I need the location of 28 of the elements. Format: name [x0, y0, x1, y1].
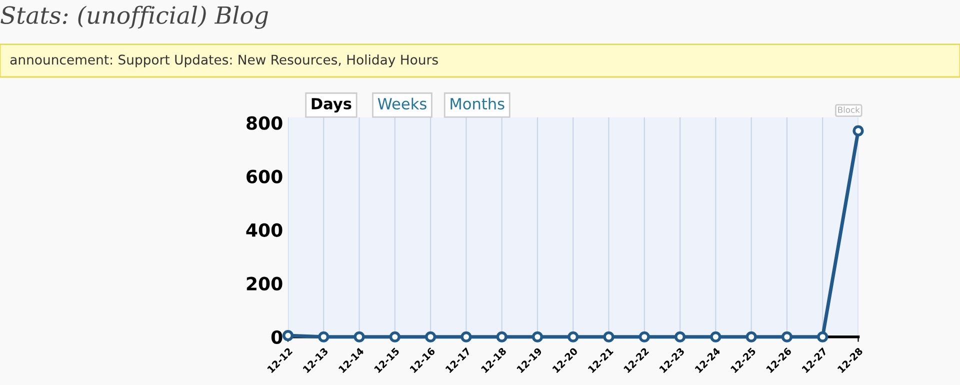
- text: Block: [838, 106, 860, 113]
- point: [817, 331, 828, 342]
- point: [603, 331, 614, 342]
- y-tick-label: 200: [246, 276, 282, 290]
- point: [746, 331, 757, 342]
- y-tick-label: 400: [246, 223, 282, 237]
- point: [389, 331, 400, 342]
- point: [354, 331, 365, 342]
- text: Days: [312, 98, 352, 112]
- point: [460, 331, 472, 342]
- point: [425, 331, 436, 342]
- point: [532, 331, 544, 342]
- point: [568, 331, 579, 342]
- chart-subtitle: announcement: Support Updates: New Resources, Holiday Hours: [10, 54, 438, 68]
- point: [638, 331, 650, 342]
- chart-title: Stats: (unofficial) Blog: [0, 6, 268, 29]
- y-tick-label: 600: [246, 170, 282, 184]
- text: Weeks: [378, 98, 426, 110]
- text: Months: [450, 98, 504, 110]
- point: [496, 331, 508, 342]
- point: [282, 330, 294, 342]
- point: [852, 125, 864, 136]
- y-tick-label: 800: [246, 116, 282, 130]
- point: [781, 331, 793, 342]
- point: [674, 331, 686, 342]
- point: [318, 331, 330, 342]
- y-tick-label: 0: [271, 330, 282, 344]
- point: [710, 331, 722, 342]
